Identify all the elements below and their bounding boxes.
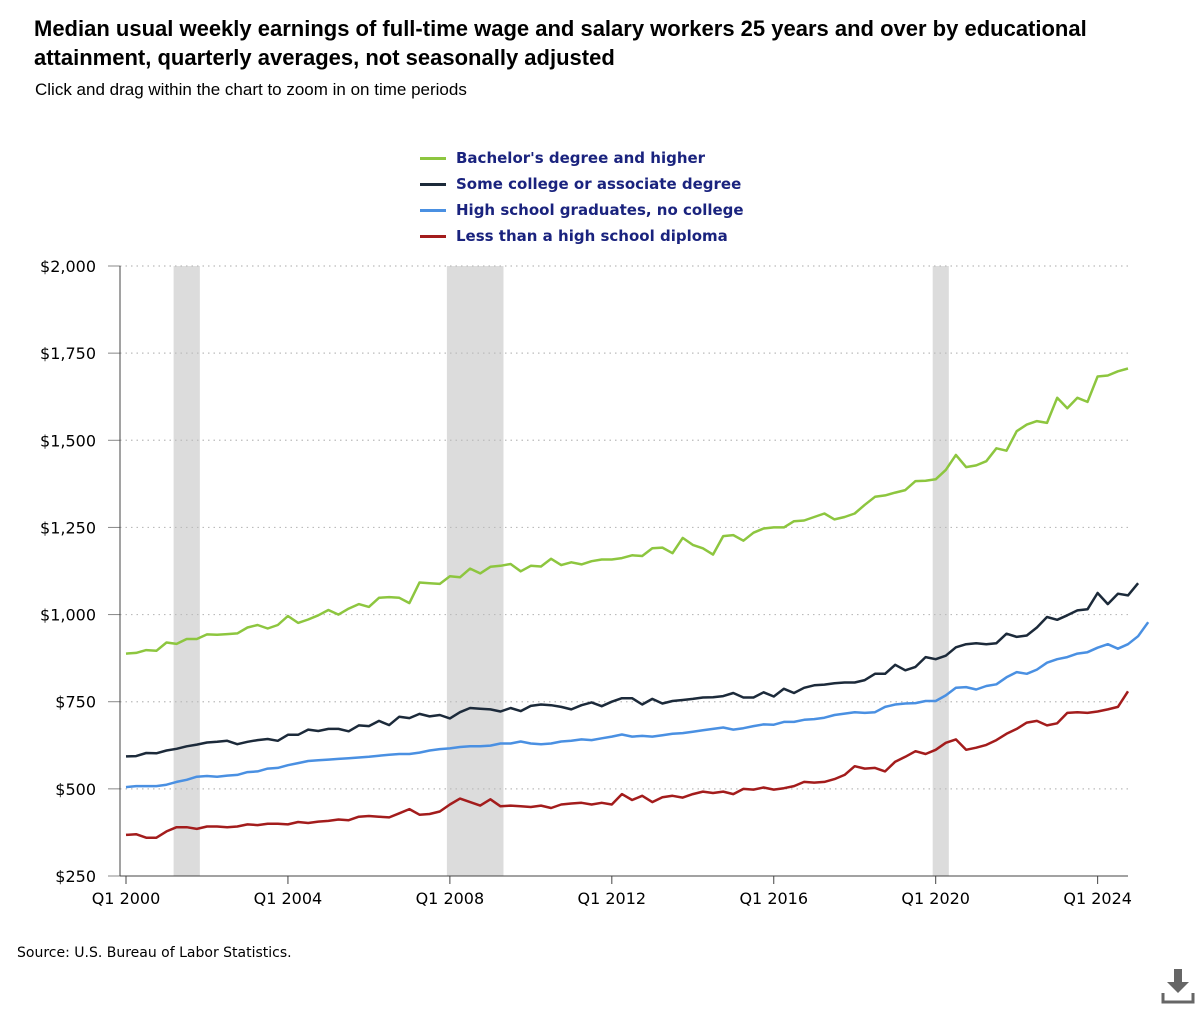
chart-subtitle: Click and drag within the chart to zoom … xyxy=(35,80,467,99)
y-tick-label: $250 xyxy=(55,867,96,886)
legend-item-high-school[interactable]: High school graduates, no college xyxy=(420,197,744,223)
legend-label-some-college: Some college or associate degree xyxy=(456,175,742,193)
series-line-bachelors xyxy=(125,367,1129,655)
y-tick-label: $1,250 xyxy=(40,518,96,537)
chart-title: Median usual weekly earnings of full-tim… xyxy=(34,16,1087,70)
y-tick-label: $500 xyxy=(55,780,96,799)
recession-band xyxy=(932,266,949,876)
x-tick-label: Q1 2000 xyxy=(92,889,161,908)
source-note: Source: U.S. Bureau of Labor Statistics. xyxy=(17,945,292,961)
x-tick-label: Q1 2004 xyxy=(254,889,323,908)
legend-label-high-school: High school graduates, no college xyxy=(456,201,744,219)
line-chart[interactable]: $250 $500 $750 $1,000 $1,250 $1,500 $1,750 $2,0… xyxy=(0,250,1200,920)
legend-item-bachelors[interactable]: Bachelor's degree and higher xyxy=(420,145,744,171)
x-tick-label: Q1 2020 xyxy=(901,889,970,908)
y-tick-label: $1,500 xyxy=(40,431,96,450)
legend-swatch-high-school xyxy=(420,208,446,212)
y-tick-label: $1,000 xyxy=(40,606,96,625)
legend-label-less-than-hs: Less than a high school diploma xyxy=(456,227,728,245)
chart-legend: Bachelor's degree and higher Some colleg… xyxy=(420,145,744,249)
recession-band xyxy=(173,266,200,876)
legend-swatch-less-than-hs xyxy=(420,234,446,238)
series-line-high-school xyxy=(125,621,1150,789)
legend-label-bachelors: Bachelor's degree and higher xyxy=(456,149,706,167)
series-line-less-than-hs xyxy=(125,690,1130,839)
legend-swatch-bachelors xyxy=(420,156,446,160)
legend-item-less-than-hs[interactable]: Less than a high school diploma xyxy=(420,223,744,249)
y-tick-label: $2,000 xyxy=(40,257,96,276)
series-line-some-college xyxy=(125,582,1140,758)
y-tick-label: $750 xyxy=(55,693,96,712)
x-tick-label: Q1 2008 xyxy=(416,889,485,908)
legend-swatch-some-college xyxy=(420,182,446,186)
y-tick-label: $1,750 xyxy=(40,344,96,363)
download-icon[interactable] xyxy=(1158,965,1198,1005)
legend-item-some-college[interactable]: Some college or associate degree xyxy=(420,171,744,197)
download-icon-graphic xyxy=(1161,969,1195,1004)
x-tick-label: Q1 2024 xyxy=(1063,889,1132,908)
x-tick-label: Q1 2012 xyxy=(578,889,647,908)
x-tick-label: Q1 2016 xyxy=(739,889,808,908)
